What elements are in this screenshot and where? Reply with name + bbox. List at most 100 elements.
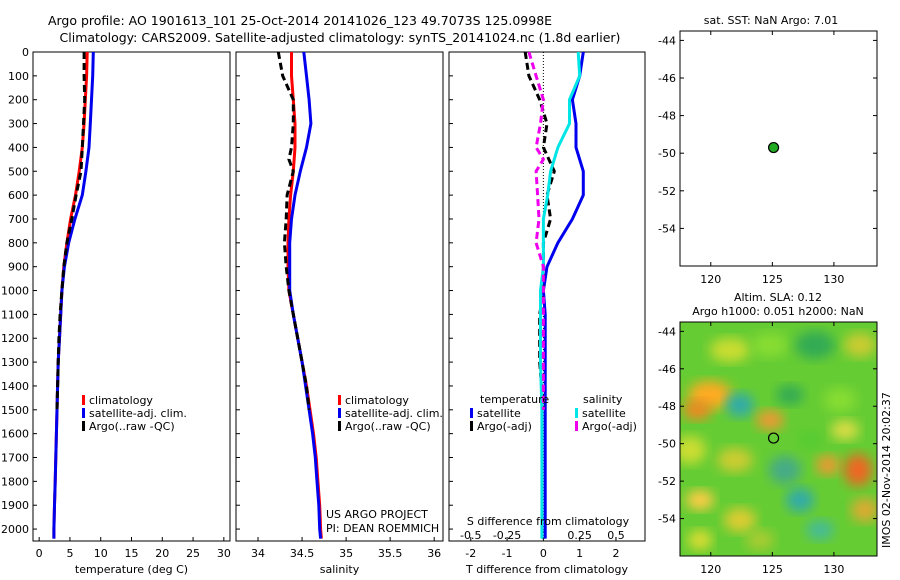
salinity-series-2 (276, 51, 311, 410)
salinity-legend-swatch-2 (338, 421, 341, 431)
sla-map-ytick-label: -54 (658, 513, 676, 526)
salinity-xaxis-label: salinity (320, 563, 360, 576)
depth-tick-label: 1100 (1, 308, 29, 321)
sla-anomaly-7 (844, 333, 876, 357)
sla-anomaly-20 (831, 420, 859, 440)
difference-legend-temperature-swatch-0 (470, 408, 473, 418)
temperature-legend-label-2: Argo(..raw -QC) (89, 420, 175, 433)
sst-map-xtick-label: 120 (700, 273, 721, 286)
difference-xtick-label: 1 (576, 547, 583, 560)
salinity-annotation-line-2: PI: DEAN ROEMMICH (326, 522, 439, 535)
sla-heatmap (680, 322, 877, 556)
salinity-xtick-label: 34 (251, 547, 265, 560)
temperature-series-0 (52, 51, 89, 539)
temperature-xtick-label: 10 (94, 547, 108, 560)
sla-map-ytick-label: -48 (658, 400, 676, 413)
depth-tick-label: 1500 (1, 404, 29, 417)
sst-map-panel: -44 -46 -48 -50 -52 -54 120 125 130 (658, 30, 878, 286)
sla-map-frame (679, 321, 878, 557)
figure-title-line-1: Argo profile: AO 1901613_101 25-Oct-2014… (48, 13, 552, 28)
depth-tick-label: 1800 (1, 475, 29, 488)
salinity-legend-label-2: Argo(..raw -QC) (345, 420, 431, 433)
sla-anomaly-11 (724, 508, 756, 532)
difference-legend-temperature-label-0: satellite (477, 407, 521, 420)
temperature-xtick-label: 25 (186, 547, 200, 560)
depth-tick-label: 1700 (1, 452, 29, 465)
temperature-xaxis-label: temperature (deg C) (75, 563, 188, 576)
sla-anomaly-10 (686, 490, 714, 510)
difference-legend-temperature-swatch-1 (470, 421, 473, 431)
sst-map-xtick-label: 125 (762, 273, 783, 286)
sst-map-ytick-label: -52 (658, 185, 676, 198)
temperature-xtick-label: 30 (217, 547, 231, 560)
salinity-legend-label-1: satellite-adj. clim. (345, 407, 443, 420)
sla-map-xtick-label: 120 (700, 563, 721, 576)
temperature-legend-swatch-2 (82, 421, 85, 431)
sla-anomaly-3 (756, 410, 784, 430)
difference-legend-salinity-title: salinity (583, 393, 623, 406)
temperature-xtick-label: 0 (36, 547, 43, 560)
temperature-legend-swatch-1 (82, 408, 85, 418)
depth-tick-label: 1900 (1, 499, 29, 512)
sla-map-ytick-label: -46 (658, 363, 676, 376)
difference-xtick-label: -1 (502, 547, 513, 560)
difference-legend-temperature-label-1: Argo(-adj) (477, 420, 532, 433)
sla-anomaly-5 (752, 333, 788, 357)
sst-map-ytick-label: -44 (658, 34, 676, 47)
salinity-plot-frame (235, 51, 444, 542)
sla-anomaly-21 (746, 530, 774, 550)
depth-tick-label: 1000 (1, 285, 29, 298)
difference-legend-salinity-label-0: satellite (582, 407, 626, 420)
sla-anomaly-6 (795, 331, 835, 359)
sst-map-title: sat. SST: NaN Argo: 7.01 (704, 14, 838, 27)
depth-tick-label: 600 (8, 189, 29, 202)
temperature-series-2 (55, 52, 87, 410)
difference-series-0 (541, 51, 585, 539)
sla-anomaly-15 (844, 454, 872, 486)
sla-anomaly-8 (680, 436, 706, 464)
temperature-legend-label-1: satellite-adj. clim. (89, 407, 187, 420)
difference-legend-salinity-swatch-0 (575, 408, 578, 418)
depth-tick-label: 300 (8, 118, 29, 131)
salinity-annotation-line-1: US ARGO PROJECT (326, 508, 428, 521)
sla-anomaly-4 (710, 338, 750, 362)
difference-xaxis-label: T difference from climatology (465, 563, 628, 576)
difference-series-2 (539, 51, 582, 539)
salinity-legend-swatch-0 (338, 395, 341, 405)
depth-tick-label: 800 (8, 237, 29, 250)
sla-anomaly-18 (824, 388, 856, 412)
temperature-xtick-label: 20 (155, 547, 169, 560)
difference-legend-salinity-swatch-1 (575, 421, 578, 431)
difference-legend-temperature-title: temperature (480, 393, 549, 406)
sla-anomaly-1 (683, 400, 711, 420)
difference-plot-frame (448, 51, 646, 542)
sla-anomaly-9 (717, 448, 753, 472)
salinity-xtick-label: 35 (339, 547, 353, 560)
depth-tick-label: 1400 (1, 380, 29, 393)
salinity-xtick-label: 35.5 (378, 547, 403, 560)
temperature-legend-swatch-0 (82, 395, 85, 405)
depth-tick-label: 2000 (1, 523, 29, 536)
sst-map-ytick-label: -50 (658, 147, 676, 160)
difference-top-tick-label: -0.5 (460, 529, 481, 542)
sla-map-title-line-1: Altim. SLA: 0.12 (734, 291, 822, 304)
sla-anomaly-13 (786, 488, 814, 512)
sla-anomaly-19 (776, 385, 804, 405)
sla-anomaly-2 (726, 393, 754, 417)
sla-map-ytick-label: -50 (658, 438, 676, 451)
sla-anomaly-14 (816, 455, 840, 475)
float-position-marker-sla (767, 432, 780, 444)
temperature-series-1 (52, 51, 95, 539)
depth-tick-label: 100 (8, 70, 29, 83)
sla-anomaly-17 (806, 520, 834, 540)
temperature-xtick-label: 15 (125, 547, 139, 560)
difference-xtick-label: -2 (465, 547, 476, 560)
sla-map-panel: -44 -46 -48 -50 -52 -54 120 125 130 (658, 321, 878, 576)
sla-anomaly-23 (798, 430, 822, 450)
sla-map-ytick-label: -52 (658, 475, 676, 488)
sla-anomaly-12 (769, 456, 801, 484)
depth-tick-label: 1600 (1, 428, 29, 441)
depth-tick-label: 400 (8, 141, 29, 154)
salinity-xtick-label: 34.5 (290, 547, 315, 560)
